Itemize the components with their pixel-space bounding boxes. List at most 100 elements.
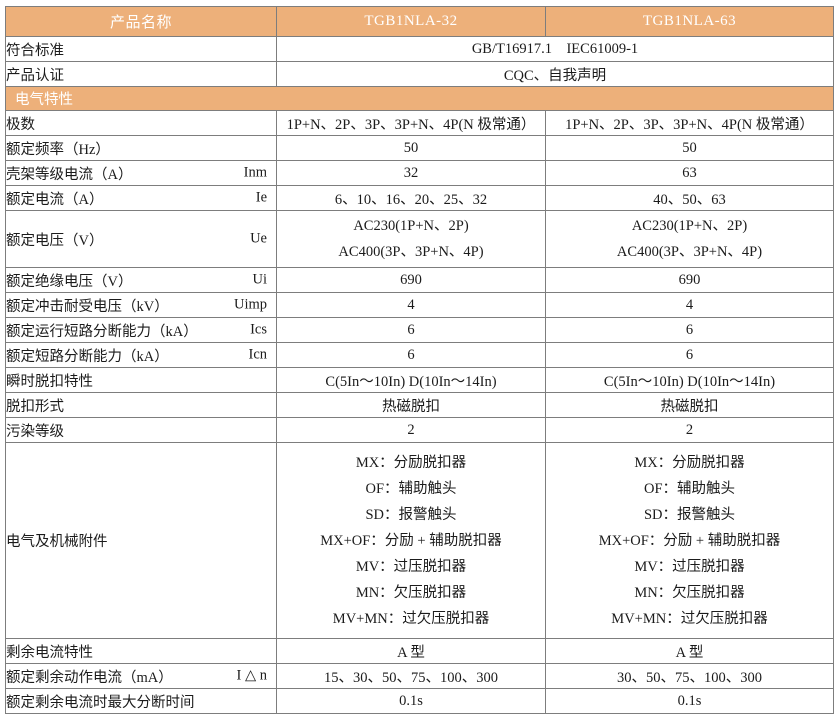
table-row-standard: 符合标准 GB/T16917.1 IEC61009-1 (5, 36, 834, 62)
label-text: 额定运行短路分断能力（kA） (6, 323, 198, 340)
label-text: 脱扣形式 (6, 398, 64, 415)
cell-a-rated-voltage: AC230(1P+N、2P) AC400(3P、3P+N、4P) (276, 210, 546, 268)
table-row: 额定剩余动作电流（mA） I △ n 15、30、50、75、100、300 3… (5, 663, 834, 689)
cell-a-trip-type: 热磁脱扣 (276, 392, 546, 418)
cell-b-poles: 1P+N、2P、3P、3P+N、4P(N 极常通） (545, 110, 834, 136)
cell-b-insulation-voltage: 690 (545, 267, 834, 293)
symbol-ics: Ics (250, 321, 267, 338)
accessory-line: MV：过压脱扣器 (634, 558, 745, 575)
row-label-certification: 产品认证 (5, 61, 277, 87)
voltage-line-2: AC400(3P、3P+N、4P) (338, 244, 484, 260)
cell-b-icn: 6 (545, 342, 834, 368)
cell-a-residual-current-type: A 型 (276, 638, 546, 664)
cell-b-impulse-voltage: 4 (545, 292, 834, 318)
product-specification-table: 产品名称 TGB1NLA-32 TGB1NLA-63 符合标准 GB/T1691… (5, 6, 834, 714)
accessory-line: MX+OF：分励 + 辅助脱扣器 (598, 532, 781, 549)
cell-a-insulation-voltage: 690 (276, 267, 546, 293)
cell-a-ics: 6 (276, 317, 546, 343)
table-row: 额定运行短路分断能力（kA） Ics 6 6 (5, 317, 834, 343)
row-label-accessories: 电气及机械附件 (5, 442, 277, 639)
accessory-line: SD：报警触头 (365, 506, 457, 523)
table-row-certification: 产品认证 CQC、自我声明 (5, 61, 834, 87)
table-row: 壳架等级电流（A） Inm 32 63 (5, 160, 834, 186)
label-text: 额定频率（Hz） (6, 141, 110, 158)
symbol-ui: Ui (252, 271, 268, 288)
label-text: 瞬时脱扣特性 (6, 373, 93, 390)
table-header-row: 产品名称 TGB1NLA-32 TGB1NLA-63 (5, 6, 834, 37)
label-text: 额定电压（V） (6, 232, 104, 249)
header-model-b: TGB1NLA-63 (545, 6, 834, 37)
row-label-frame-current: 壳架等级电流（A） Inm (5, 160, 277, 186)
label-text: 额定剩余电流时最大分断时间 (6, 694, 195, 711)
accessory-line: MX：分励脱扣器 (634, 454, 745, 471)
cell-a-trip-characteristic: C(5In～10In) D(10In～14In) (276, 367, 546, 393)
table-row: 额定电流（A） Ie 6、10、16、20、25、32 40、50、63 (5, 185, 834, 211)
cell-b-max-breaking-time: 0.1s (545, 688, 834, 714)
accessory-line: MN：欠压脱扣器 (634, 584, 745, 601)
voltage-line-1: AC230(1P+N、2P) (353, 218, 469, 234)
table-row: 额定冲击耐受电压（kV） Uimp 4 4 (5, 292, 834, 318)
cell-a-impulse-voltage: 4 (276, 292, 546, 318)
voltage-line-2: AC400(3P、3P+N、4P) (616, 244, 763, 260)
table-row: 剩余电流特性 A 型 A 型 (5, 638, 834, 664)
label-text: 额定电流（A） (6, 191, 104, 208)
cell-b-frequency: 50 (545, 135, 834, 161)
label-text: 额定剩余动作电流（mA） (6, 669, 173, 686)
label-text: 极数 (6, 116, 35, 133)
table-row: 额定绝缘电压（V） Ui 690 690 (5, 267, 834, 293)
cell-b-pollution-degree: 2 (545, 417, 834, 443)
symbol-icn: Icn (248, 346, 267, 363)
row-label-service-breaking-capacity: 额定运行短路分断能力（kA） Ics (5, 317, 277, 343)
symbol-ie: Ie (255, 189, 267, 206)
cell-a-frame-current: 32 (276, 160, 546, 186)
cell-a-frequency: 50 (276, 135, 546, 161)
cell-b-accessories: MX：分励脱扣器 OF：辅助触头 SD：报警触头 MX+OF：分励 + 辅助脱扣… (545, 442, 834, 639)
accessory-line: SD：报警触头 (643, 506, 736, 523)
cell-b-rated-voltage: AC230(1P+N、2P) AC400(3P、3P+N、4P) (545, 210, 834, 268)
accessory-line: MN：欠压脱扣器 (355, 584, 467, 601)
row-label-breaking-capacity: 额定短路分断能力（kA） Icn (5, 342, 277, 368)
label-text: 剩余电流特性 (6, 644, 93, 661)
header-product-name: 产品名称 (5, 6, 277, 37)
cell-a-poles: 1P+N、2P、3P、3P+N、4P(N 极常通） (276, 110, 546, 136)
cell-a-icn: 6 (276, 342, 546, 368)
table-row-accessories: 电气及机械附件 MX：分励脱扣器 OF：辅助触头 SD：报警触头 MX+OF：分… (5, 442, 834, 639)
row-label-pollution-degree: 污染等级 (5, 417, 277, 443)
row-value-standard: GB/T16917.1 IEC61009-1 (276, 36, 834, 62)
cell-b-trip-type: 热磁脱扣 (545, 392, 834, 418)
cell-a-max-breaking-time: 0.1s (276, 688, 546, 714)
symbol-uimp: Uimp (233, 296, 267, 313)
row-label-trip-characteristic: 瞬时脱扣特性 (5, 367, 277, 393)
table-row: 脱扣形式 热磁脱扣 热磁脱扣 (5, 392, 834, 418)
row-label-poles: 极数 (5, 110, 277, 136)
row-label-standard: 符合标准 (5, 36, 277, 62)
label-text: 污染等级 (6, 423, 64, 440)
row-label-frequency: 额定频率（Hz） (5, 135, 277, 161)
symbol-idelta-n: I △ n (236, 667, 267, 684)
symbol-ue: Ue (250, 230, 267, 247)
row-label-rated-voltage: 额定电压（V） Ue (5, 210, 277, 268)
table-row: 额定电压（V） Ue AC230(1P+N、2P) AC400(3P、3P+N、… (5, 210, 834, 268)
table-row: 瞬时脱扣特性 C(5In～10In) D(10In～14In) C(5In～10… (5, 367, 834, 393)
label-text: 额定绝缘电压（V） (6, 273, 133, 290)
accessory-line: OF：辅助触头 (365, 480, 457, 497)
table-row: 污染等级 2 2 (5, 417, 834, 443)
table-row: 极数 1P+N、2P、3P、3P+N、4P(N 极常通） 1P+N、2P、3P、… (5, 110, 834, 136)
row-label-residual-current-type: 剩余电流特性 (5, 638, 277, 664)
section-header-electrical: 电气特性 (5, 86, 834, 111)
row-label-rated-residual-current: 额定剩余动作电流（mA） I △ n (5, 663, 277, 689)
label-text: 壳架等级电流（A） (6, 166, 133, 183)
row-label-trip-type: 脱扣形式 (5, 392, 277, 418)
table-row: 额定短路分断能力（kA） Icn 6 6 (5, 342, 834, 368)
accessory-line: MX：分励脱扣器 (355, 454, 467, 471)
cell-b-rated-residual-current: 30、50、75、100、300 (545, 663, 834, 689)
voltage-line-1: AC230(1P+N、2P) (631, 218, 748, 234)
row-label-rated-current: 额定电流（A） Ie (5, 185, 277, 211)
accessory-line: MV+MN：过欠压脱扣器 (611, 610, 768, 627)
row-label-impulse-voltage: 额定冲击耐受电压（kV） Uimp (5, 292, 277, 318)
accessory-line: MV+MN：过欠压脱扣器 (332, 610, 490, 627)
row-label-max-breaking-time: 额定剩余电流时最大分断时间 (5, 688, 277, 714)
cell-b-trip-characteristic: C(5In～10In) D(10In～14In) (545, 367, 834, 393)
row-value-certification: CQC、自我声明 (276, 61, 834, 87)
label-text: 额定冲击耐受电压（kV） (6, 298, 169, 315)
